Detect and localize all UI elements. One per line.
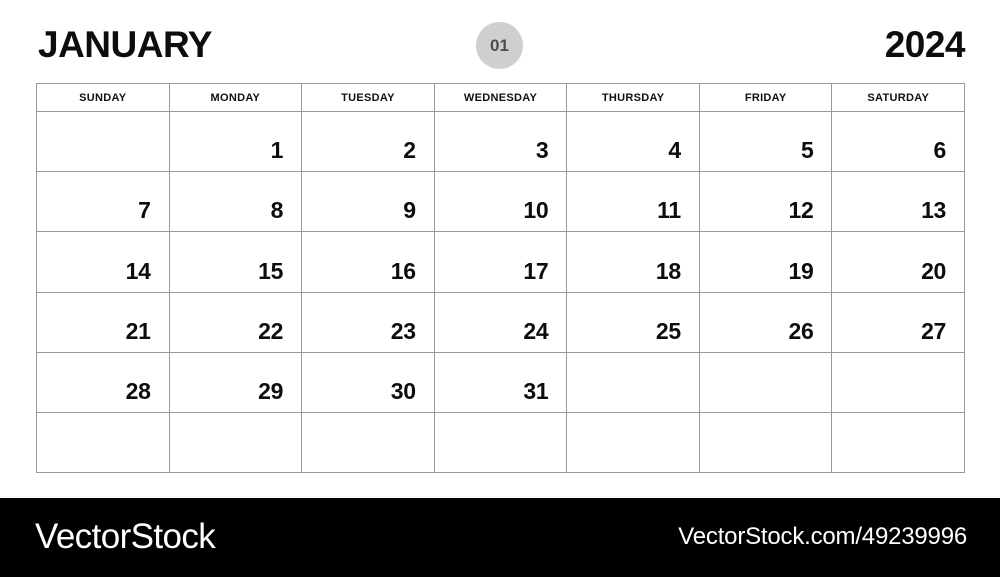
day-cell[interactable]: 14 [37,232,170,293]
day-cell[interactable]: 30 [302,352,435,413]
day-cell[interactable]: 10 [434,172,568,233]
day-cell[interactable]: 31 [434,352,568,413]
day-cell[interactable]: 16 [302,232,435,293]
day-cell[interactable]: 25 [567,292,700,353]
day-number: 5 [800,137,814,164]
day-cell[interactable]: 19 [699,232,833,293]
day-cell[interactable]: 24 [434,292,568,353]
week-row: 28 29 30 31 [37,352,966,413]
day-number: 14 [125,257,151,284]
day-cell[interactable]: 20 [832,232,966,293]
day-number: 1 [270,137,284,164]
day-cell[interactable]: 12 [699,172,833,233]
year-title: 2024 [884,24,966,65]
day-cell[interactable] [699,352,833,413]
day-number: 8 [270,197,284,224]
day-number: 18 [655,257,681,284]
day-number: 2 [403,137,416,164]
day-cell[interactable]: 7 [37,172,170,233]
day-number: 29 [258,377,284,404]
day-cell[interactable]: 3 [434,112,568,173]
calendar-grid: SUNDAY MONDAY TUESDAY WEDNESDAY THURSDAY… [36,83,966,474]
day-cell[interactable]: 6 [832,112,966,173]
day-cell[interactable] [37,412,170,474]
day-number: 16 [390,257,416,284]
day-number: 28 [125,377,151,404]
day-number: 7 [138,197,151,224]
day-number: 24 [523,317,549,344]
day-number: 20 [921,257,947,284]
day-cell[interactable]: 8 [169,172,303,233]
day-number: 21 [125,317,151,344]
day-number: 27 [921,317,947,344]
day-cell[interactable] [567,412,700,474]
day-cell[interactable]: 17 [434,232,568,293]
weekday-header-monday: MONDAY [169,84,303,112]
week-row: 14 15 16 17 18 19 20 [37,232,966,293]
day-cell[interactable]: 11 [567,172,700,233]
vectorstock-logo: VectorStock [35,517,216,556]
day-number: 9 [403,197,416,224]
day-cell[interactable]: 9 [302,172,435,233]
month-number-badge: 01 [476,22,523,69]
day-cell[interactable]: 23 [302,292,435,353]
day-cell[interactable]: 5 [699,112,833,173]
day-cell[interactable] [434,412,568,474]
day-cell[interactable]: 15 [169,232,303,293]
day-number: 15 [258,257,284,284]
week-row [37,412,966,474]
day-cell[interactable] [832,352,966,413]
day-cell[interactable]: 22 [169,292,303,353]
day-number: 19 [788,257,814,284]
week-row: 1 2 3 4 5 6 [37,112,966,173]
day-cell[interactable]: 2 [302,112,435,173]
day-cell[interactable]: 4 [567,112,700,173]
month-title: JANUARY [38,24,212,65]
day-number: 4 [668,137,681,164]
day-cell[interactable]: 13 [832,172,966,233]
weekday-header-tuesday: TUESDAY [302,84,435,112]
week-row: 7 8 9 10 11 12 13 [37,172,966,233]
day-number: 10 [523,197,549,224]
day-cell[interactable] [37,112,170,173]
week-row: 21 22 23 24 25 26 27 [37,292,966,353]
day-cell[interactable] [169,412,303,474]
day-number: 26 [788,317,814,344]
day-number: 22 [258,317,284,344]
weekday-header-wednesday: WEDNESDAY [434,84,568,112]
day-cell[interactable] [302,412,435,474]
day-cell[interactable] [832,412,966,474]
weekday-header-friday: FRIDAY [699,84,833,112]
weekday-header-row: SUNDAY MONDAY TUESDAY WEDNESDAY THURSDAY… [37,84,966,112]
day-number: 31 [523,377,549,404]
day-number: 11 [657,197,681,224]
day-cell[interactable]: 21 [37,292,170,353]
weekday-header-sunday: SUNDAY [37,84,170,112]
day-number: 25 [655,317,681,344]
weekday-header-saturday: SATURDAY [832,84,966,112]
watermark-footer-bar: VectorStock VectorStock.com/49239996 [0,498,1000,577]
day-cell[interactable]: 29 [169,352,303,413]
day-cell[interactable] [699,412,833,474]
day-number: 13 [921,197,947,224]
day-number: 30 [390,377,416,404]
calendar-header: JANUARY 01 2024 [0,0,1000,83]
weekday-header-thursday: THURSDAY [567,84,700,112]
day-number: 23 [390,317,416,344]
day-cell[interactable]: 18 [567,232,700,293]
day-cell[interactable]: 28 [37,352,170,413]
day-cell[interactable]: 27 [832,292,966,353]
day-number: 17 [523,257,549,284]
day-cell[interactable]: 26 [699,292,833,353]
day-number: 3 [535,137,549,164]
day-number: 12 [788,197,814,224]
day-cell[interactable]: 1 [169,112,303,173]
day-cell[interactable] [567,352,700,413]
month-number-badge-label: 01 [490,36,509,55]
vectorstock-url: VectorStock.com/49239996 [678,523,967,550]
day-number: 6 [933,137,947,164]
